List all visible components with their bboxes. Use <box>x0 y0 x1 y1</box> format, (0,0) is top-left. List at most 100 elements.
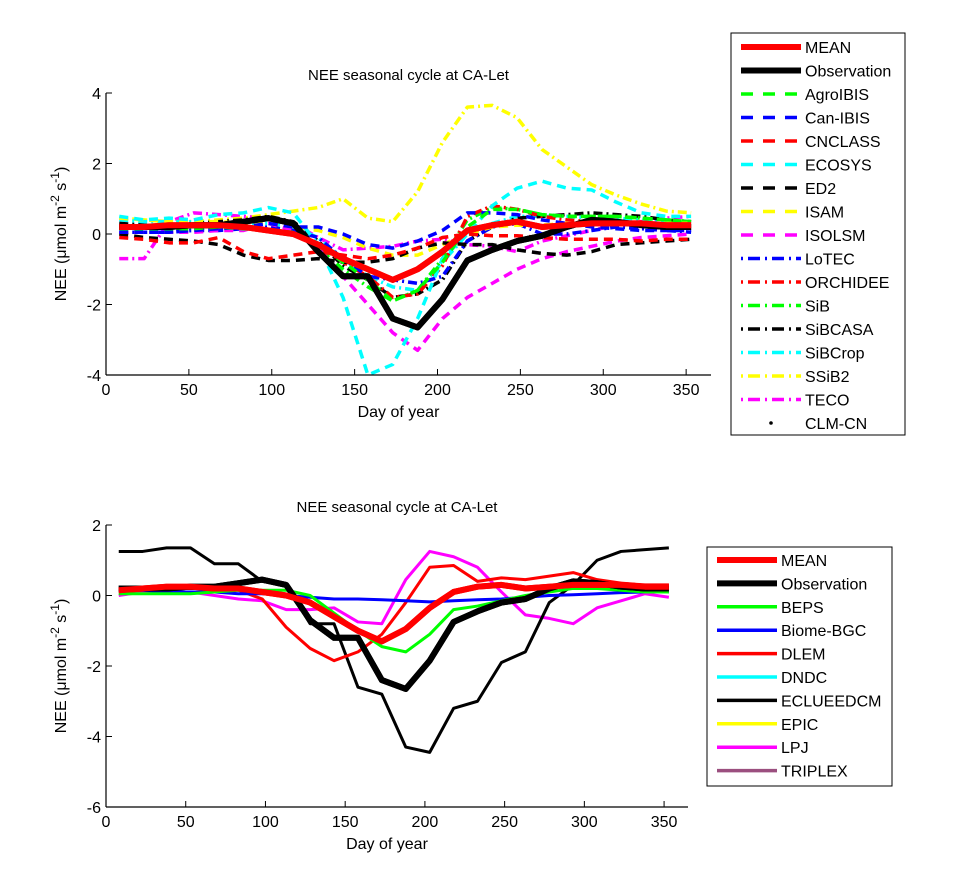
x-tick-label: 300 <box>590 382 617 399</box>
legend-label: MEAN <box>781 553 827 570</box>
series-line-mean-top <box>118 581 669 645</box>
legend-item: ED2 <box>741 181 836 198</box>
y-axis-title-text: s <box>53 183 70 195</box>
legend-label: CLM-CN <box>805 416 867 433</box>
legend-label: AgroIBIS <box>805 87 869 104</box>
legend-label: SiBCASA <box>805 322 874 339</box>
legend-item: Observation <box>741 64 891 81</box>
legend-item: BEPS <box>717 600 824 617</box>
y-tick-label: 2 <box>92 518 101 535</box>
legend-label: Biome-BGC <box>781 623 866 640</box>
legend-label: Observation <box>805 64 891 81</box>
x-tick-label: 350 <box>673 382 700 399</box>
legend-item: CLM-CN <box>769 416 867 433</box>
legend-label: ECOSYS <box>805 158 872 175</box>
legend-item: Can-IBIS <box>741 111 870 128</box>
legend-label: SiB <box>805 299 830 316</box>
y-axis-title-text: s <box>53 615 70 627</box>
legend-label: ORCHIDEE <box>805 275 889 292</box>
legend-item: SiBCrop <box>741 346 865 363</box>
x-tick-label: 250 <box>507 382 534 399</box>
x-tick-label: 0 <box>102 814 111 831</box>
series-line-isolsm <box>119 221 692 353</box>
legend-label: MEAN <box>805 40 851 57</box>
y-axis-title-superscript: -2 <box>48 627 62 638</box>
x-axis-title: Day of year <box>346 836 428 853</box>
legend-item: Observation <box>717 576 867 593</box>
x-tick-label: 250 <box>491 814 518 831</box>
legend-label: Can-IBIS <box>805 111 870 128</box>
y-axis-title-text: NEE (μmol m <box>53 638 70 733</box>
y-axis-title: NEE (μmol m-2 s-1) <box>48 599 70 734</box>
legend-item: EPIC <box>717 717 818 734</box>
legend-item: ORCHIDEE <box>741 275 889 292</box>
y-axis-title-text: ) <box>53 167 70 172</box>
legend-label: ED2 <box>805 181 836 198</box>
legend: MEAN Observation AgroIBIS Can-IBIS CNCLASS EC… <box>730 32 906 436</box>
legend-item: TECO <box>741 393 849 410</box>
chart-title: NEE seasonal cycle at CA-Let <box>297 499 499 516</box>
x-tick-label: 300 <box>571 814 598 831</box>
legend-item: LPJ <box>717 740 809 757</box>
legend-label: Observation <box>781 576 867 593</box>
legend-label: DLEM <box>781 647 825 664</box>
y-tick-label: -4 <box>87 368 101 385</box>
y-axis-title-superscript: -2 <box>48 195 62 206</box>
y-tick-label: 4 <box>92 86 101 103</box>
series-line-mean-top <box>119 218 692 283</box>
x-tick-label: 0 <box>102 382 111 399</box>
legend-label: LPJ <box>781 740 809 757</box>
y-tick-label: 2 <box>92 157 101 174</box>
legend-label: LoTEC <box>805 252 855 269</box>
legend-item: Biome-BGC <box>717 623 866 640</box>
chart-panel-2: NEE seasonal cycle at CA-Let 0 50 100 150 200… <box>48 499 893 853</box>
legend-label: SSiB2 <box>805 369 850 386</box>
x-tick-label: 150 <box>332 814 359 831</box>
series-line-ssib2 <box>119 103 692 224</box>
y-tick-label: -4 <box>87 730 101 747</box>
legend-box <box>706 546 893 787</box>
y-tick-label: -6 <box>87 800 101 817</box>
legend-item: ISAM <box>741 205 844 222</box>
legend-item: ECOSYS <box>741 158 872 175</box>
legend-item: CNCLASS <box>741 134 881 151</box>
series-line-can-ibis <box>119 211 692 250</box>
legend-item: TRIPLEX <box>717 764 848 781</box>
y-axis-title-text: NEE (μmol m <box>53 206 70 301</box>
legend-item: MEAN <box>741 40 851 57</box>
legend-label: CNCLASS <box>805 134 881 151</box>
legend-item: SSiB2 <box>741 369 850 386</box>
x-tick-label: 350 <box>651 814 678 831</box>
y-tick-label: 0 <box>92 589 101 606</box>
legend-label: DNDC <box>781 670 827 687</box>
series-line-beps <box>118 586 669 654</box>
legend-label: ISAM <box>805 205 844 222</box>
legend-item: LoTEC <box>741 252 855 269</box>
legend-item: SiBCASA <box>741 322 874 339</box>
legend-item: DLEM <box>717 647 825 664</box>
series-line-ecosys <box>119 179 692 377</box>
legend-item: AgroIBIS <box>741 87 869 104</box>
series-line-cnclass <box>119 232 692 261</box>
legend-label: TRIPLEX <box>781 764 848 781</box>
x-tick-label: 100 <box>252 814 279 831</box>
chart-panel-1: NEE seasonal cycle at CA-Let 0 50 100 150 200… <box>48 32 906 436</box>
x-tick-label: 150 <box>341 382 368 399</box>
x-tick-label: 50 <box>180 382 198 399</box>
x-tick-label: 100 <box>258 382 285 399</box>
y-axis-title: NEE (μmol m-2 s-1) <box>48 167 70 302</box>
legend-swatch-dot <box>769 421 773 425</box>
y-axis-title-superscript: -1 <box>48 604 62 615</box>
legend-item: SiB <box>741 299 830 316</box>
legend-label: EPIC <box>781 717 818 734</box>
legend-item: DNDC <box>717 670 827 687</box>
y-axis-title-text: ) <box>53 599 70 604</box>
legend-item: MEAN <box>717 553 827 570</box>
legend-label: TECO <box>805 393 849 410</box>
x-tick-label: 200 <box>412 814 439 831</box>
legend-item: ISOLSM <box>741 228 865 245</box>
x-tick-label: 50 <box>177 814 195 831</box>
chart-title: NEE seasonal cycle at CA-Let <box>308 67 510 84</box>
legend-label: ECLUEEDCM <box>781 693 881 710</box>
